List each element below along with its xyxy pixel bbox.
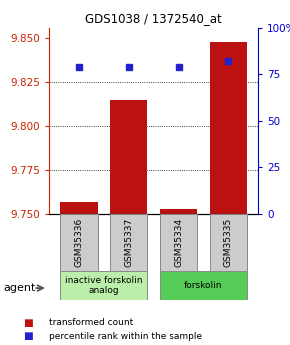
- Bar: [110, 214, 148, 271]
- Bar: [61, 201, 98, 214]
- Text: GSM35336: GSM35336: [75, 218, 84, 267]
- Bar: [160, 209, 197, 214]
- Bar: [160, 214, 197, 271]
- Text: ■: ■: [23, 332, 33, 341]
- Bar: [61, 271, 148, 300]
- Text: GSM35337: GSM35337: [124, 218, 133, 267]
- Bar: [160, 271, 247, 300]
- Text: transformed count: transformed count: [49, 318, 134, 327]
- Text: ■: ■: [23, 318, 33, 327]
- Text: agent: agent: [3, 283, 35, 293]
- Title: GDS1038 / 1372540_at: GDS1038 / 1372540_at: [85, 12, 222, 25]
- Text: percentile rank within the sample: percentile rank within the sample: [49, 332, 202, 341]
- Bar: [210, 214, 247, 271]
- Text: inactive forskolin
analog: inactive forskolin analog: [65, 276, 143, 295]
- Bar: [210, 42, 247, 214]
- Text: GSM35334: GSM35334: [174, 218, 183, 267]
- Text: GSM35335: GSM35335: [224, 218, 233, 267]
- Bar: [110, 100, 148, 214]
- Bar: [61, 214, 98, 271]
- Text: forskolin: forskolin: [184, 281, 223, 290]
